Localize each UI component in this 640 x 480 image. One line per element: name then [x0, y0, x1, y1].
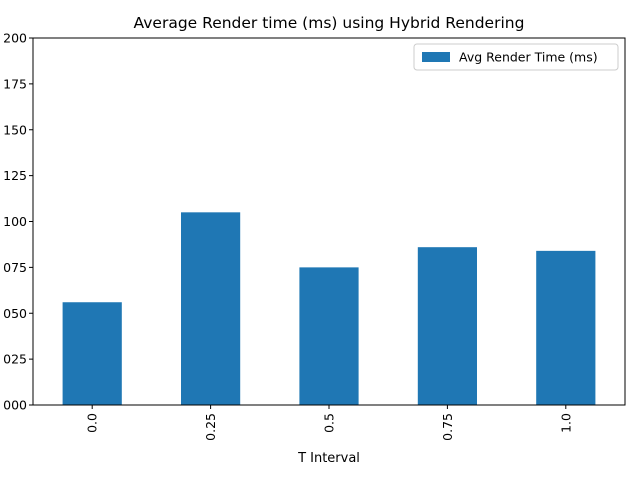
y-tick-label-7: 175 — [3, 76, 27, 91]
legend-box — [413, 43, 619, 71]
legend: Avg Render Time (ms) — [413, 43, 619, 71]
plot-area: 000 025 050 075 100 125 150 175 200 0.0 0.25 0.5 0.7… — [3, 31, 626, 441]
y-tick-label-3: 075 — [3, 260, 27, 275]
x-tick-label-3: 0.75 — [440, 413, 455, 441]
x-axis-label: T Interval — [297, 451, 360, 466]
x-tick-label-2: 0.5 — [322, 413, 337, 433]
y-tick-label-2: 050 — [3, 306, 27, 321]
y-tick-label-5: 125 — [3, 168, 27, 183]
y-tick-label-0: 000 — [3, 398, 27, 413]
y-tick-label-6: 150 — [3, 122, 27, 137]
legend-swatch — [422, 52, 450, 62]
y-tick-label-4: 100 — [3, 214, 27, 229]
bar-1 — [181, 212, 241, 405]
y-tick-label-8: 200 — [3, 31, 27, 46]
x-tick-label-1: 0.25 — [203, 413, 218, 441]
x-tick-label-4: 1.0 — [558, 413, 573, 433]
bar-3 — [417, 247, 477, 405]
legend-label: Avg Render Time (ms) — [459, 50, 598, 65]
bar-2 — [299, 267, 359, 405]
bar-0 — [62, 302, 122, 405]
chart-title: Average Render time (ms) using Hybrid Re… — [134, 14, 525, 32]
bar-4 — [536, 250, 596, 405]
x-tick-label-0: 0.0 — [85, 413, 100, 433]
y-tick-label-1: 025 — [3, 352, 27, 367]
